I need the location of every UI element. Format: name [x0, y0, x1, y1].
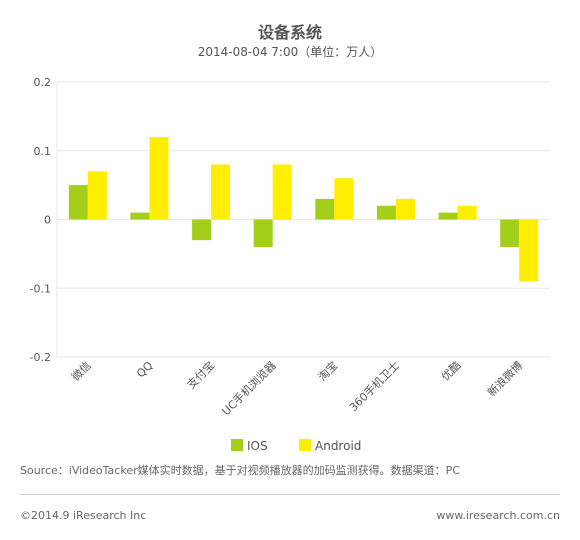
- bar-ios[interactable]: [315, 198, 335, 220]
- bar-android[interactable]: [211, 164, 231, 220]
- x-category-label: 微信: [68, 358, 93, 383]
- legend-swatch: [231, 439, 243, 451]
- y-axis-ticks: 0.2 0.1 0 -0.1 -0.2: [30, 76, 51, 364]
- legend-label: IOS: [247, 439, 268, 453]
- bar-android[interactable]: [334, 178, 354, 220]
- legend-swatch: [299, 439, 311, 451]
- x-axis-categories: 微信 QQ 支付宝 UC手机浏览器 淘宝 360手机卫士 优酷 新浪微博: [68, 358, 525, 418]
- chart-subtitle: 2014-08-04 7:00（单位：万人）: [197, 45, 383, 59]
- bar-ios[interactable]: [253, 219, 273, 248]
- bar-ios[interactable]: [192, 219, 212, 241]
- y-tick-label: 0.1: [34, 145, 52, 158]
- copyright: ©2014.9 iResearch Inc: [20, 509, 147, 522]
- x-category-label: 360手机卫士: [346, 358, 402, 414]
- bar-android[interactable]: [87, 171, 107, 220]
- bar-ios[interactable]: [438, 212, 458, 220]
- bar-chart: 0.2 0.1 0 -0.1 -0.2 微信 QQ 支付宝 UC手机浏览器 淘宝 360手机卫士 优…: [30, 76, 550, 453]
- bar-android[interactable]: [395, 198, 415, 220]
- x-category-label: QQ: [134, 359, 156, 381]
- x-category-label: UC手机浏览器: [219, 358, 279, 418]
- x-category-label: 优酷: [439, 359, 464, 384]
- bar-ios[interactable]: [130, 212, 150, 220]
- legend: IOS Android: [231, 439, 361, 453]
- bar-android[interactable]: [149, 137, 169, 220]
- website-link[interactable]: www.iresearch.com.cn: [436, 509, 560, 522]
- bars: [68, 137, 539, 282]
- y-tick-label: 0.2: [34, 76, 52, 89]
- bar-ios[interactable]: [376, 205, 396, 220]
- bar-android[interactable]: [457, 205, 477, 220]
- chart-title: 设备系统: [257, 23, 322, 42]
- x-category-label: 支付宝: [184, 358, 217, 391]
- source-note: Source：iVideoTacker媒体实时数据，基于对视频播放器的加码监测获…: [20, 464, 460, 477]
- bar-ios[interactable]: [500, 219, 520, 248]
- y-tick-label: 0: [44, 214, 51, 227]
- bar-android[interactable]: [272, 164, 292, 220]
- y-tick-label: -0.2: [30, 351, 51, 364]
- footer-divider: [20, 494, 560, 495]
- legend-label: Android: [315, 439, 361, 453]
- y-tick-label: -0.1: [30, 282, 51, 295]
- x-category-label: 淘宝: [315, 358, 340, 383]
- bar-ios[interactable]: [68, 185, 88, 220]
- x-category-label: 新浪微博: [484, 358, 525, 399]
- bar-android[interactable]: [519, 219, 539, 282]
